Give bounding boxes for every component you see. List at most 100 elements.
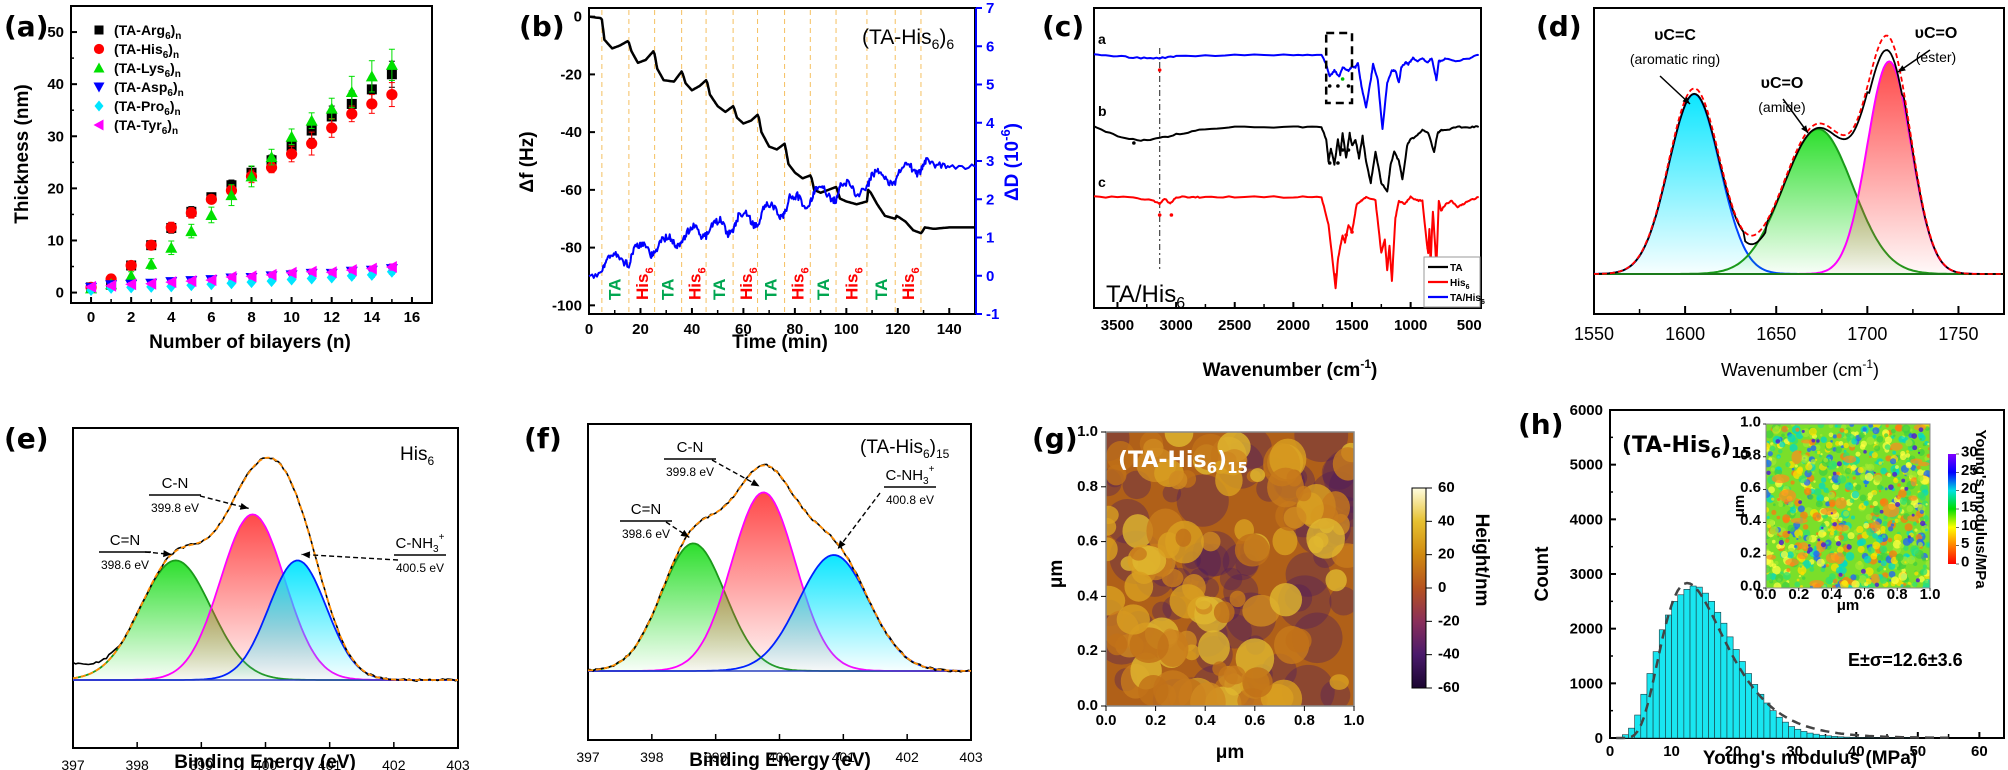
map-pixel-cluster [1872,434,1877,439]
peak-sublabel: (ester) [1916,49,1956,65]
map-pixel-cluster [1926,453,1930,458]
panel-label-h: (h) [1518,408,1564,441]
map-pixel-cluster [1785,549,1788,552]
map-pixel-cluster [1893,434,1896,437]
map-pixel-cluster [1771,552,1774,555]
data-point [225,189,238,201]
legend-label: (TA-Arg6)n [114,22,181,42]
step-label: His6 [633,267,656,300]
map-pixel-cluster [1825,441,1833,449]
stiff-spot [1904,486,1909,491]
colorbar-g: 60 40 20 0 -20 -40 -60 [1411,479,1460,696]
inset-colorbar-tick-label: 25 [1961,462,1978,479]
arrow-line [665,521,690,538]
map-pixel-cluster [1925,503,1928,506]
map-pixel-cluster [1912,581,1918,588]
map-pixel-cluster [1897,515,1902,519]
grain [1175,528,1192,547]
map-pixel-cluster [1924,528,1928,532]
histogram-bar [1775,716,1783,739]
map-pixel-cluster [1905,462,1913,469]
y-tick-label: 1000 [1570,675,1603,692]
arrow-line [301,553,399,561]
x-tick-label: 6 [207,309,215,326]
map-pixel-cluster [1895,553,1904,562]
stiff-spot [1798,500,1803,505]
histogram-bar [1640,693,1648,739]
data-point [345,85,358,97]
inset-x-tick-label: 0.2 [1788,586,1809,603]
map-pixel-cluster [1884,436,1892,444]
x-tick-label: 403 [446,757,470,770]
map-pixel-cluster [1819,454,1822,458]
map-pixel-cluster [1869,505,1873,509]
map-pixel-cluster [1907,555,1916,565]
map-pixel-cluster [1888,570,1896,578]
map-pixel-cluster [1885,578,1891,583]
grain [1329,674,1349,690]
map-pixel-cluster [1786,568,1791,572]
stiff-spot [1801,429,1805,433]
stiff-spot [1832,471,1837,476]
map-pixel-cluster [1889,579,1892,582]
y-right-tick-label: -1 [986,306,999,323]
map-pixel-cluster [1771,539,1776,544]
map-pixel-cluster [1872,507,1881,516]
data-point [385,261,397,274]
map-pixel-cluster [1921,524,1929,533]
map-pixel-cluster [1880,560,1887,567]
panel-f: (f) 397 398 399 400 401 402 403 C=N 398.6 eV C-N… [524,422,983,770]
x-tick-label: 402 [895,749,919,765]
data-point [365,262,377,275]
data-point [265,151,278,163]
peak-marker-dot [1344,233,1348,237]
x-tick-label: 397 [576,749,600,765]
grain [1168,470,1188,490]
map-pixel-cluster [1882,520,1888,527]
soft-region [1835,497,1847,509]
map-pixel-cluster [1834,424,1838,428]
inset-x-tick-label: 1.0 [1920,586,1941,603]
map-pixel-cluster [1876,554,1884,561]
stiff-spot [1817,538,1821,542]
map-pixel-cluster [1816,497,1820,501]
x-tick-label: 60 [1971,743,1988,760]
grain [1242,667,1273,698]
y-axis-right-ticks-b: -1 0 1 2 3 4 5 6 7 [976,0,999,323]
map-pixel-cluster [1901,424,1911,434]
map-pixel-cluster [1895,465,1899,469]
map-pixel-cluster [1827,528,1831,532]
map-pixel-cluster [1814,488,1822,496]
map-pixel-cluster [1886,551,1890,554]
map-pixel-cluster [1865,578,1872,585]
histogram-bars-h [1622,585,1912,739]
data-point [366,98,378,110]
x-tick-label: 40 [684,321,701,338]
map-pixel-cluster [1772,503,1776,507]
peak-fill [1594,61,2004,274]
inset-colorbar-label: Young's modulus/MPa [1972,429,1989,589]
valley [1285,552,1331,597]
data-point [185,275,197,288]
envelope-lines-d [1594,34,2004,275]
map-pixel-cluster [1883,437,1886,440]
legend-c: TA His6 TA/His6 [1423,256,1485,308]
series-line-dissipation [588,157,976,279]
data-points-a [85,48,398,296]
arrow-head [750,479,760,487]
y-right-tick-label: 3 [986,153,994,170]
soft-region [1800,439,1813,444]
map-pixel-cluster [1922,564,1927,569]
panel-h: (h) 0 1000 2000 3000 4000 5000 6000 0 10 20 30 40 5… [1518,402,2005,769]
x-tick-label: 4 [167,309,176,326]
grain [1116,604,1150,635]
data-point [125,259,137,272]
y-tick-label: 20 [47,180,64,197]
map-pixel-cluster [1823,457,1829,463]
map-pixel-cluster [1796,537,1799,541]
histogram-bar [1665,614,1672,739]
peak-marker-dot [1350,230,1354,234]
x-tick-label: 1.0 [1344,712,1365,729]
map-pixel-cluster [1880,467,1888,475]
valley [1176,474,1229,527]
